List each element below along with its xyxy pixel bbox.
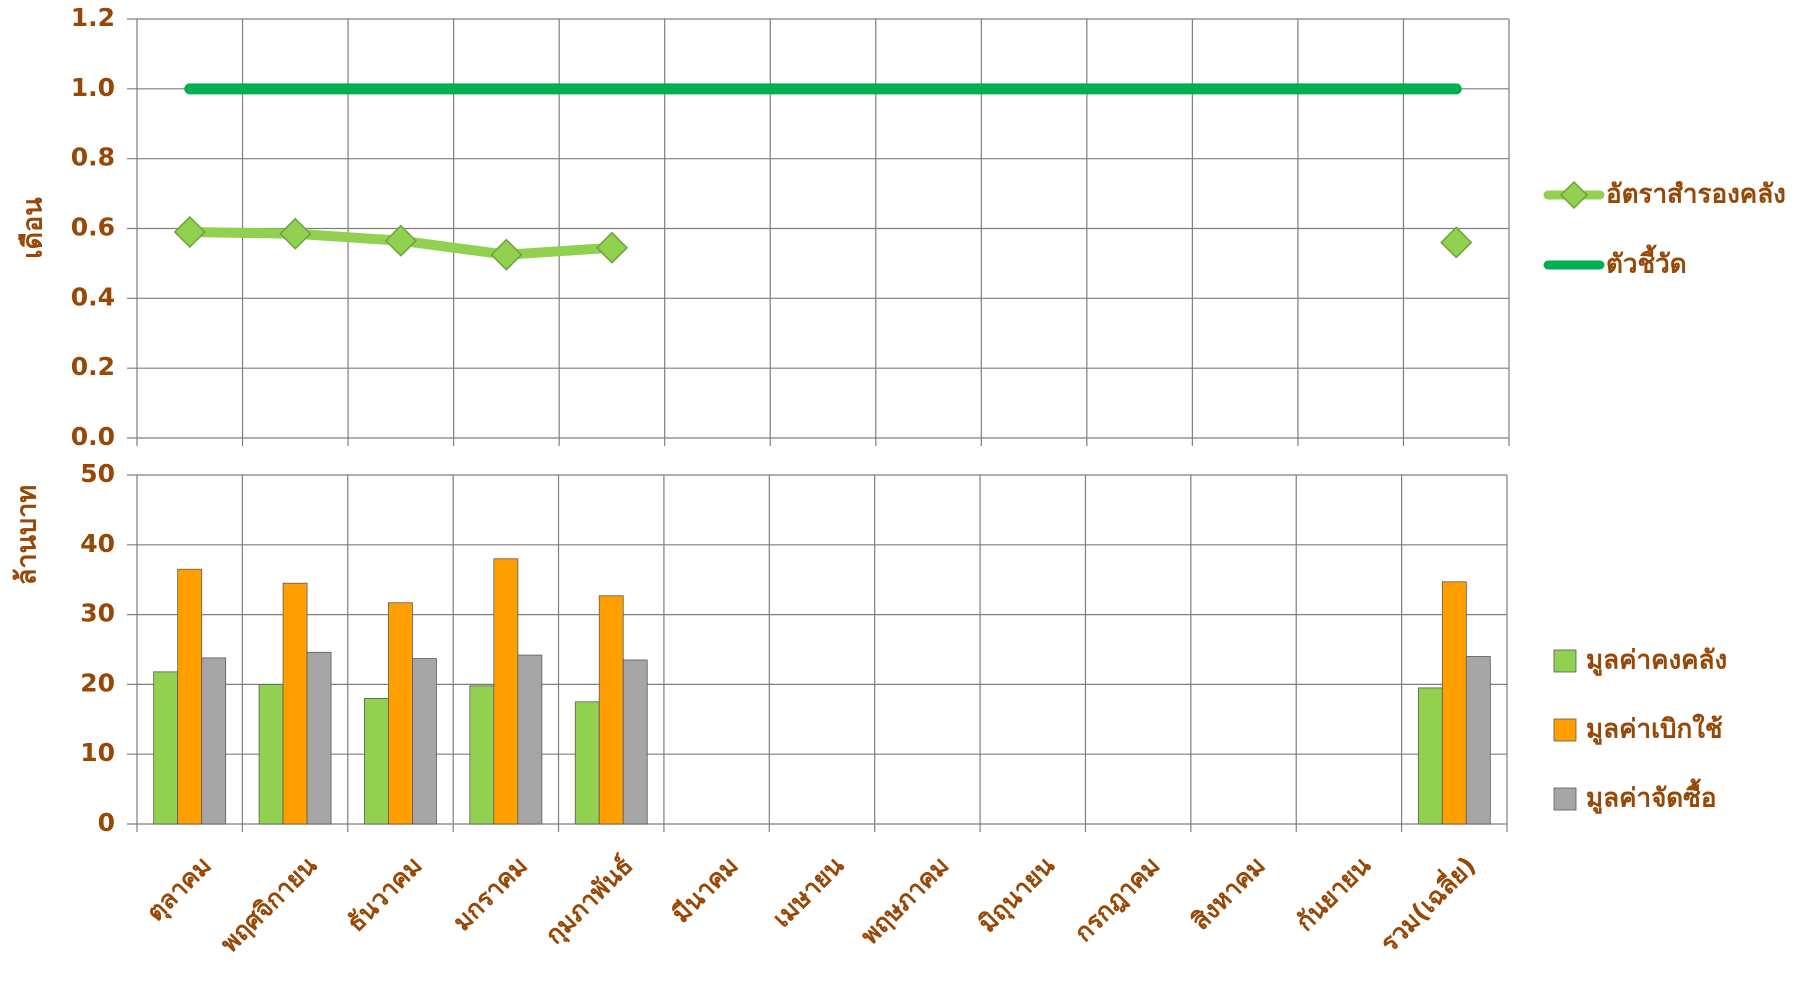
y-tick-label: 1.0 bbox=[71, 73, 115, 102]
x-tick-label: กันยายน bbox=[1290, 851, 1376, 937]
bar bbox=[177, 568, 203, 825]
y-tick-label: 0.8 bbox=[71, 143, 115, 172]
x-tick-label: พฤศจิกายน bbox=[215, 851, 323, 959]
y-tick-label: 30 bbox=[80, 599, 115, 628]
y-tick-label: 0.0 bbox=[71, 422, 115, 451]
legend-swatch bbox=[1553, 718, 1577, 742]
legend-label: มูลค่าจัดซื้อ bbox=[1586, 778, 1716, 815]
marker bbox=[279, 217, 312, 250]
bar bbox=[388, 602, 413, 825]
bar bbox=[306, 651, 332, 825]
x-tick-label: พฤษภาคม bbox=[855, 851, 955, 951]
bar bbox=[622, 659, 648, 825]
y-tick-label: 0 bbox=[98, 808, 115, 837]
legend-label: ตัวชี้วัด bbox=[1606, 244, 1687, 280]
legend-label: มูลค่าเบิกใช้ bbox=[1586, 714, 1723, 746]
y-tick-label: 40 bbox=[80, 529, 115, 558]
y-tick-label: 1.2 bbox=[71, 3, 115, 32]
bar bbox=[493, 558, 519, 825]
x-tick-label: รวม(เฉลี่ย) bbox=[1372, 849, 1481, 958]
x-tick-label: มิถุนายน bbox=[973, 851, 1062, 940]
y-axis-label: เดือน bbox=[18, 197, 49, 259]
bar bbox=[574, 701, 600, 825]
legend-swatch bbox=[1553, 787, 1577, 811]
legend-swatch bbox=[1553, 649, 1577, 673]
bar bbox=[258, 684, 284, 825]
x-tick-label: ธันวาคม bbox=[341, 851, 428, 938]
x-tick-label: เมษายน bbox=[767, 851, 849, 933]
x-tick-label: กรกฎาคม bbox=[1069, 851, 1166, 948]
legend-marker bbox=[1559, 180, 1589, 210]
y-tick-label: 10 bbox=[80, 738, 115, 767]
line bbox=[190, 232, 1456, 255]
bar bbox=[282, 582, 308, 825]
bar bbox=[1441, 581, 1467, 825]
marker bbox=[490, 238, 523, 271]
x-tick-label: มกราคม bbox=[447, 851, 533, 937]
bar bbox=[364, 697, 389, 825]
x-tick-label: สิงหาคม bbox=[1186, 851, 1271, 936]
legend-label: อัตราสำรองคลัง bbox=[1606, 180, 1786, 210]
bar bbox=[598, 595, 624, 825]
bar bbox=[1417, 687, 1443, 825]
bar bbox=[201, 657, 227, 825]
y-tick-label: 0.4 bbox=[71, 282, 115, 311]
bar bbox=[517, 654, 543, 825]
bar bbox=[1465, 656, 1491, 825]
legend-label: มูลค่าคงคลัง bbox=[1586, 646, 1727, 677]
marker bbox=[173, 215, 206, 249]
marker bbox=[1440, 226, 1473, 259]
bar bbox=[469, 685, 495, 825]
y-tick-label: 0.6 bbox=[71, 213, 115, 242]
y-tick-label: 0.2 bbox=[71, 352, 115, 381]
bar bbox=[412, 658, 437, 825]
y-tick-label: 20 bbox=[80, 668, 115, 697]
y-tick-label: 50 bbox=[80, 459, 115, 488]
marker bbox=[384, 224, 417, 257]
bar bbox=[153, 671, 179, 825]
marker bbox=[595, 231, 628, 264]
x-tick-label: กุมภาพันธ์ bbox=[539, 851, 639, 951]
x-tick-label: มีนาคม bbox=[666, 851, 744, 929]
x-tick-label: ตุลาคม bbox=[141, 851, 219, 929]
y-axis-label: ล้านบาท bbox=[12, 485, 43, 585]
